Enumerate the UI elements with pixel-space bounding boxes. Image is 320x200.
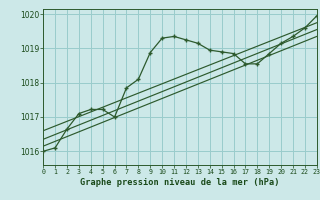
X-axis label: Graphe pression niveau de la mer (hPa): Graphe pression niveau de la mer (hPa) — [80, 178, 280, 187]
